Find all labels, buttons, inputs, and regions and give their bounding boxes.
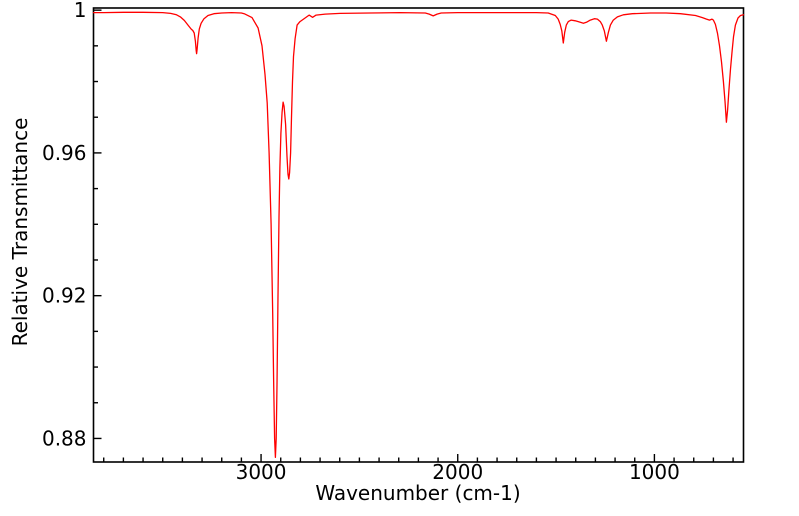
x-tick-label: 2000 xyxy=(432,460,483,484)
y-axis-title: Relative Transmittance xyxy=(8,117,32,347)
spectrum-line xyxy=(92,11,745,459)
y-tick-label: 1 xyxy=(74,0,87,22)
plot-frame xyxy=(92,7,745,463)
x-axis-title: Wavenumber (cm-1) xyxy=(315,481,521,505)
x-tick-label: 3000 xyxy=(236,460,287,484)
y-tick-label: 0.96 xyxy=(42,141,87,165)
x-tick-label: 1000 xyxy=(629,460,680,484)
y-tick-label: 0.92 xyxy=(42,284,87,308)
y-tick-label: 0.88 xyxy=(42,426,87,450)
